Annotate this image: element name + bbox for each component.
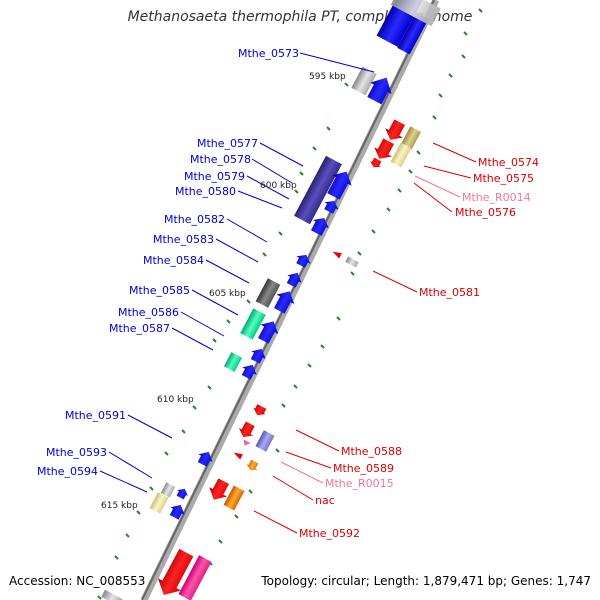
tick-marks [97,8,483,600]
gene-label-mthe-0585[interactable]: Mthe_0585 [129,284,190,297]
gene-label-mthe-0591[interactable]: Mthe_0591 [65,409,126,422]
gene-label-mthe-0577[interactable]: Mthe_0577 [197,137,258,150]
topology-text: Topology: circular; Length: 1,879,471 bp… [261,574,591,588]
gene-label-mthe-0586[interactable]: Mthe_0586 [118,306,179,319]
gene-label-nac[interactable]: nac [315,494,335,507]
gene-label-mthe-0594[interactable]: Mthe_0594 [37,465,98,478]
reverse-gene-labels: Mthe_0574 Mthe_0575 Mthe_R0014 Mthe_0576… [299,156,539,540]
gene-label-mthe-0578[interactable]: Mthe_0578 [190,153,251,166]
gene-label-mthe-0580[interactable]: Mthe_0580 [175,185,236,198]
gene-label-mthe-0588[interactable]: Mthe_0588 [341,445,402,458]
gene-label-mthe-0576[interactable]: Mthe_0576 [455,206,516,219]
gene-label-mthe-0583[interactable]: Mthe_0583 [153,233,214,246]
scale-label-595: 595 kbp [309,72,346,82]
gene-label-mthe-0592[interactable]: Mthe_0592 [299,527,360,540]
gene-label-mthe-0589[interactable]: Mthe_0589 [333,462,394,475]
scale-label-605: 605 kbp [209,289,246,299]
gene-label-mthe-0584[interactable]: Mthe_0584 [143,254,204,267]
gene-label-mthe-r0014[interactable]: Mthe_R0014 [462,191,531,204]
gene-label-mthe-0593[interactable]: Mthe_0593 [46,446,107,459]
scale-labels: 595 kbp 600 kbp 605 kbp 610 kbp 615 kbp [101,72,346,511]
gene-label-mthe-0575[interactable]: Mthe_0575 [473,172,534,185]
label-leaders [99,52,477,534]
gene-label-mthe-0579[interactable]: Mthe_0579 [184,170,245,183]
gene-label-mthe-r0015[interactable]: Mthe_R0015 [325,477,394,490]
gene-label-mthe-0587[interactable]: Mthe_0587 [109,322,170,335]
gene-label-mthe-0582[interactable]: Mthe_0582 [164,213,225,226]
scale-label-600: 600 kbp [260,181,297,191]
accession-text: Accession: NC_008553 [9,574,146,588]
gene-label-mthe-0581[interactable]: Mthe_0581 [419,286,480,299]
scale-label-615: 615 kbp [101,501,138,511]
scale-label-610: 610 kbp [157,395,194,405]
forward-gene-labels: Mthe_0573 Mthe_0577 Mthe_0578 Mthe_0579 … [37,47,299,478]
forward-genes [101,0,441,600]
gene-label-mthe-0574[interactable]: Mthe_0574 [478,156,539,169]
reverse-genes [157,119,421,600]
gene-label-mthe-0573[interactable]: Mthe_0573 [238,47,299,60]
